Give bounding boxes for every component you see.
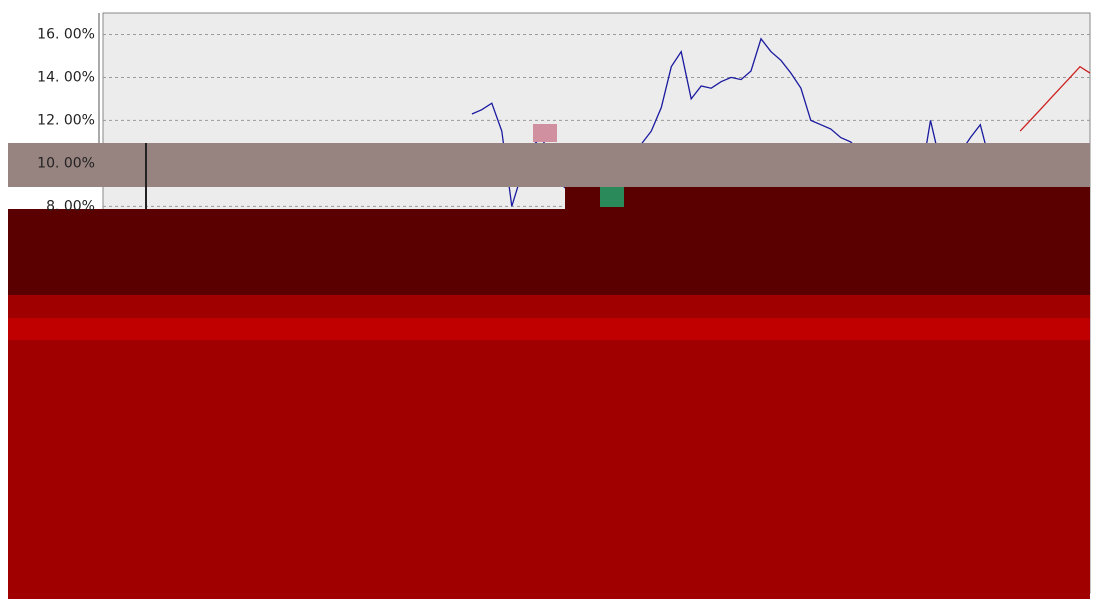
y-tick-label: 8. 00% — [46, 198, 95, 214]
glitch-band — [8, 209, 1090, 295]
y-tick-label: 12. 00% — [37, 112, 95, 128]
glitch-band — [8, 295, 1090, 599]
glitch-band — [8, 143, 1090, 187]
glitch-band — [565, 187, 1090, 209]
glitch-band — [8, 318, 1090, 340]
y-tick-label: 10. 00% — [37, 155, 95, 171]
tick-labels: 8. 00% 10. 00% 12. 00% 14. 00% 16. 00% — [37, 26, 95, 214]
glitch-block — [533, 124, 557, 142]
y-tick-label: 16. 00% — [37, 26, 95, 42]
glitch-overlay — [8, 124, 1090, 599]
glitch-block — [600, 187, 624, 207]
y-tick-label: 14. 00% — [37, 69, 95, 85]
